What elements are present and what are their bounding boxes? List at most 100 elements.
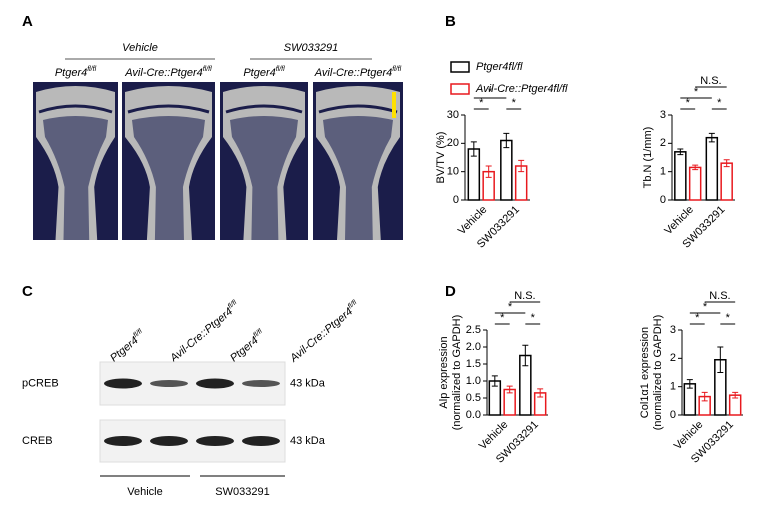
error-bar: [692, 164, 699, 171]
size-label: 43 kDa: [290, 377, 326, 389]
y-tick-label: 2.5: [466, 324, 481, 336]
growth-plate: [318, 104, 398, 114]
bone-marrow: [132, 116, 205, 240]
genotype-sup: fl/fl: [347, 299, 359, 310]
panel-letter: D: [445, 283, 456, 300]
genotype-sup: fl/fl: [87, 66, 96, 73]
size-label: 43 kDa: [290, 435, 326, 447]
significance-label: *: [703, 301, 708, 313]
error-bar: [522, 344, 529, 367]
y-tick-label: 0: [660, 194, 666, 206]
genotype-sup: fl/fl: [227, 299, 239, 310]
error-bar: [491, 375, 498, 387]
y-tick-label: 1.5: [466, 358, 481, 370]
genotype-base: Avil-Cre::Ptger4: [314, 67, 392, 79]
y-tick-label: 30: [447, 109, 459, 121]
legend-swatch: [450, 83, 470, 95]
significance-label: *: [726, 312, 731, 324]
bar: [467, 148, 481, 201]
bar: [688, 166, 702, 201]
y-tick-label: 1.0: [466, 375, 481, 387]
genotype-sup: fl/fl: [276, 66, 285, 73]
genotype-label: Ptger4fl/fl: [55, 66, 97, 79]
significance-label: N.S.: [709, 290, 730, 302]
genotype-sup: fl/fl: [132, 328, 144, 339]
panel-letter: B: [445, 13, 456, 30]
significance-label: *: [531, 312, 536, 324]
panel-letter: C: [22, 283, 33, 300]
bone-marrow: [43, 116, 108, 240]
band: [242, 380, 280, 387]
genotype-base: Ptger4: [243, 67, 275, 79]
genotype-label: Avil-Cre::Ptger4fl/fl: [287, 299, 363, 365]
genotype-sup: fl/fl: [252, 328, 264, 339]
significance-label: N.S.: [514, 290, 535, 302]
growth-plate: [225, 104, 303, 114]
legend-label: Avil-Cre::Ptger4fl/fl: [475, 83, 568, 95]
y-tick-label: 20: [447, 137, 459, 149]
y-tick-label: 2: [670, 352, 676, 364]
error-bar: [677, 148, 684, 156]
group-label: SW033291: [215, 486, 269, 498]
legend-label: Ptger4fl/fl: [476, 61, 523, 73]
row-label: CREB: [22, 435, 53, 447]
error-bar: [537, 388, 544, 398]
error-bar: [732, 391, 739, 399]
group-label: Vehicle: [127, 486, 162, 498]
significance-label: N.S.: [700, 75, 721, 87]
significance-label: *: [717, 97, 722, 109]
band: [150, 380, 188, 387]
band: [104, 378, 142, 389]
y-axis-label: Alp expression: [438, 336, 450, 408]
y-tick-label: 3: [670, 324, 676, 336]
genotype-label: Ptger4fl/fl: [227, 328, 267, 365]
genotype-base: Avil-Cre::Ptger4: [167, 306, 235, 366]
panel-letter: A: [22, 13, 33, 30]
y-tick-label: 0: [453, 194, 459, 206]
error-bar: [470, 141, 477, 157]
y-axis-label: BV/TV (%): [435, 132, 447, 184]
y-tick-label: 0.5: [466, 392, 481, 404]
bone-marrow: [230, 116, 298, 240]
bar: [674, 151, 687, 201]
bar: [500, 139, 513, 201]
significance-label: *: [488, 86, 493, 98]
significance-label: *: [694, 86, 699, 98]
error-bar: [717, 346, 724, 373]
y-tick-label: 0: [670, 409, 676, 421]
error-bar: [723, 159, 730, 168]
bar: [705, 136, 719, 201]
genotype-base: Ptger4: [55, 67, 87, 79]
significance-label: *: [512, 97, 517, 109]
error-bar: [503, 132, 510, 149]
band: [196, 436, 234, 446]
group-label: SW033291: [284, 42, 338, 54]
scale-bar: [392, 92, 396, 118]
y-axis-label: Col1α1 expression: [639, 327, 651, 418]
error-bar: [485, 165, 492, 178]
genotype-sup: fl/fl: [203, 66, 212, 73]
y-axis-label: (normalized to GAPDH): [451, 315, 463, 431]
y-tick-label: 1: [660, 166, 666, 178]
error-bar: [686, 379, 693, 389]
genotype-sup: fl/fl: [392, 66, 401, 73]
genotype-label: Avil-Cre::Ptger4fl/fl: [124, 66, 212, 79]
band: [196, 378, 234, 389]
significance-label: *: [686, 97, 691, 109]
row-label: pCREB: [22, 377, 59, 389]
y-tick-label: 10: [447, 166, 459, 178]
growth-plate: [38, 104, 113, 114]
error-bar: [708, 132, 715, 143]
error-bar: [518, 159, 525, 173]
error-bar: [506, 385, 513, 394]
y-tick-label: 3: [660, 109, 666, 121]
significance-label: *: [508, 301, 513, 313]
significance-label: *: [695, 312, 700, 324]
genotype-label: Ptger4fl/fl: [107, 328, 147, 365]
genotype-label: Avil-Cre::Ptger4fl/fl: [314, 66, 402, 79]
y-tick-label: 2.0: [466, 341, 481, 353]
genotype-label: Ptger4fl/fl: [243, 66, 285, 79]
genotype-base: Avil-Cre::Ptger4: [287, 306, 355, 366]
y-tick-label: 1: [670, 381, 676, 393]
